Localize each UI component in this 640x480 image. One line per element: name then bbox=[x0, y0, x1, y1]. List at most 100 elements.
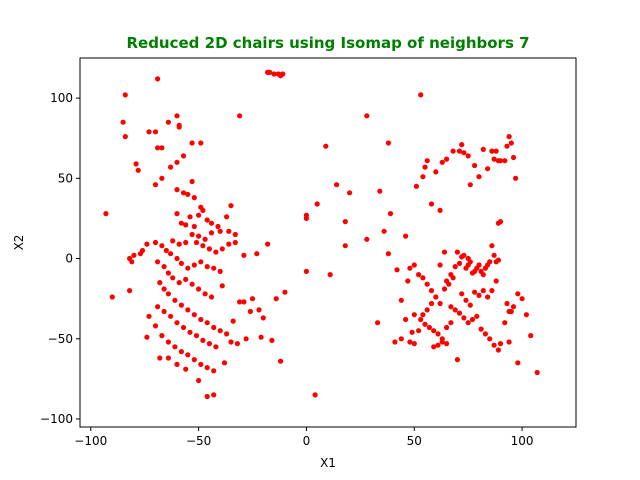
data-point bbox=[172, 297, 178, 303]
data-point bbox=[342, 219, 348, 225]
data-point bbox=[448, 304, 454, 310]
data-point bbox=[482, 331, 488, 337]
data-point bbox=[180, 324, 187, 331]
data-point bbox=[428, 201, 435, 207]
data-point bbox=[200, 243, 206, 249]
data-point bbox=[174, 320, 180, 326]
data-point bbox=[204, 393, 210, 400]
data-point bbox=[196, 377, 202, 384]
data-point bbox=[485, 166, 491, 172]
x-tick-label: 100 bbox=[511, 434, 534, 448]
data-point bbox=[502, 158, 508, 164]
data-point bbox=[528, 333, 534, 339]
data-point bbox=[504, 300, 510, 307]
data-point bbox=[381, 228, 387, 234]
data-point bbox=[185, 265, 191, 271]
data-point bbox=[260, 315, 266, 321]
data-point bbox=[444, 156, 450, 162]
data-point bbox=[422, 321, 428, 327]
data-point bbox=[198, 259, 204, 265]
y-tick-label: 50 bbox=[58, 171, 73, 185]
data-point bbox=[454, 357, 460, 363]
data-point bbox=[185, 191, 191, 197]
data-point bbox=[487, 336, 493, 342]
plot-frame bbox=[79, 57, 577, 428]
data-point bbox=[211, 324, 217, 331]
data-point bbox=[122, 134, 128, 140]
data-point bbox=[198, 140, 204, 146]
data-point bbox=[237, 299, 243, 305]
data-point bbox=[441, 249, 448, 255]
data-point bbox=[183, 222, 189, 228]
data-point bbox=[364, 236, 370, 242]
data-point bbox=[407, 339, 413, 345]
data-point bbox=[161, 308, 167, 315]
data-point bbox=[387, 211, 394, 217]
data-point bbox=[137, 251, 143, 257]
data-point bbox=[431, 344, 437, 350]
data-point bbox=[213, 344, 219, 350]
data-point bbox=[230, 318, 236, 324]
x-tick-label: −50 bbox=[186, 434, 211, 448]
data-point bbox=[256, 307, 262, 313]
data-point bbox=[193, 333, 200, 339]
y-tick-label: 100 bbox=[50, 91, 73, 105]
data-point bbox=[312, 392, 318, 398]
data-point bbox=[191, 262, 197, 268]
data-point bbox=[523, 312, 530, 318]
data-point bbox=[327, 272, 333, 278]
data-point bbox=[165, 355, 171, 361]
data-point bbox=[191, 223, 197, 230]
data-point bbox=[176, 124, 182, 130]
data-point bbox=[405, 278, 411, 284]
data-point bbox=[129, 259, 135, 265]
data-point bbox=[217, 268, 223, 274]
data-point bbox=[495, 347, 501, 353]
data-point bbox=[241, 252, 247, 258]
data-point bbox=[202, 236, 208, 242]
data-point bbox=[398, 297, 404, 303]
data-point bbox=[420, 275, 426, 281]
x-axis-label: X1 bbox=[320, 456, 336, 470]
data-point bbox=[200, 337, 206, 343]
data-point bbox=[403, 233, 409, 239]
data-point bbox=[409, 329, 415, 335]
data-point bbox=[215, 223, 221, 230]
data-point bbox=[217, 228, 223, 234]
data-point bbox=[176, 280, 182, 286]
data-point bbox=[224, 331, 230, 337]
data-point bbox=[467, 302, 473, 308]
data-point bbox=[487, 259, 493, 265]
data-point bbox=[185, 352, 191, 358]
data-point bbox=[493, 148, 499, 154]
data-point bbox=[422, 164, 428, 170]
data-point bbox=[314, 201, 320, 207]
data-point bbox=[472, 162, 478, 169]
data-point bbox=[506, 339, 512, 345]
data-point bbox=[172, 344, 178, 350]
data-point bbox=[155, 76, 161, 82]
data-point bbox=[187, 214, 193, 220]
data-point bbox=[180, 153, 187, 159]
data-point bbox=[247, 308, 253, 315]
data-point bbox=[146, 313, 152, 319]
data-point bbox=[476, 174, 482, 180]
data-point bbox=[202, 291, 208, 297]
data-point bbox=[217, 328, 223, 334]
data-point bbox=[196, 212, 202, 218]
data-point bbox=[467, 182, 473, 188]
data-point bbox=[416, 328, 422, 334]
data-point bbox=[493, 278, 499, 284]
x-tick-label: 50 bbox=[407, 434, 422, 448]
data-point bbox=[385, 251, 391, 257]
data-point bbox=[424, 158, 430, 164]
data-point bbox=[219, 246, 225, 252]
data-point bbox=[189, 231, 195, 238]
data-point bbox=[170, 275, 176, 281]
data-point bbox=[476, 262, 482, 268]
data-point bbox=[534, 369, 540, 376]
data-point bbox=[226, 241, 232, 247]
data-point bbox=[461, 252, 467, 258]
data-point bbox=[152, 129, 159, 135]
